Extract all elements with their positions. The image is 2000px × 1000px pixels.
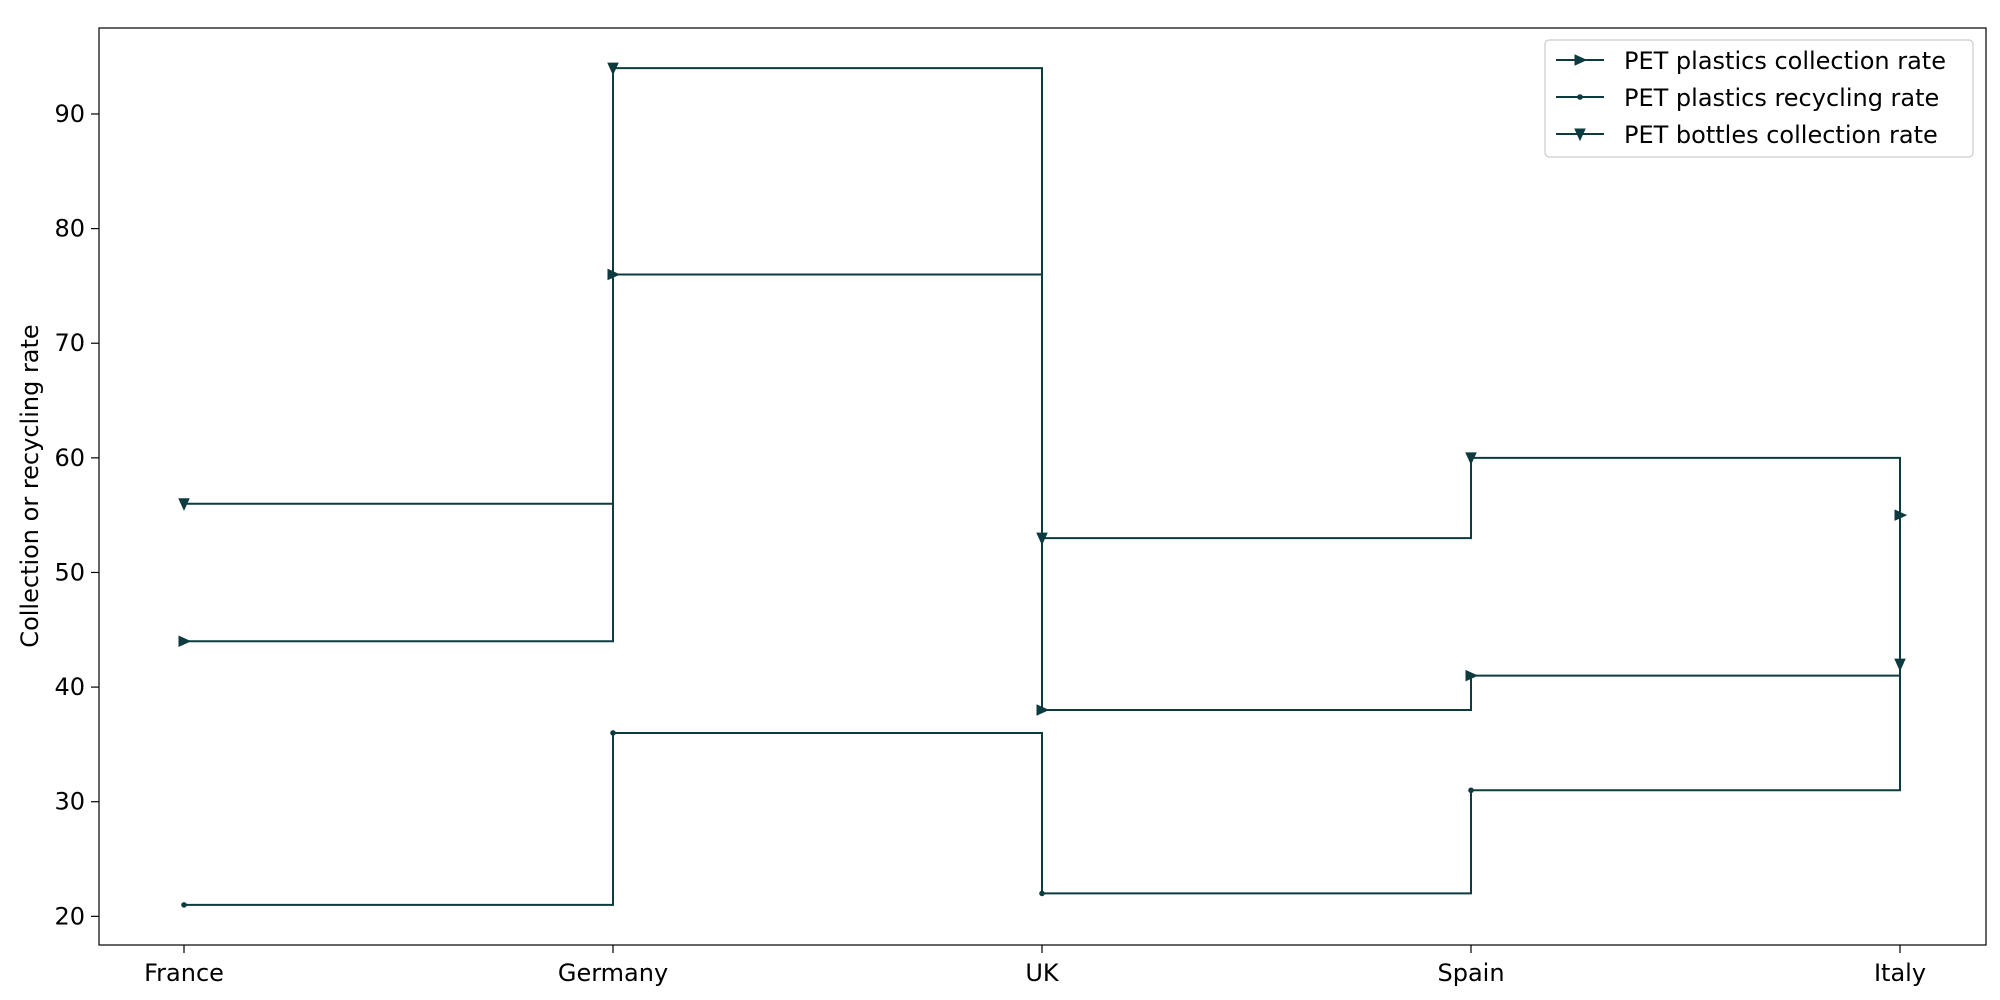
series-layer xyxy=(178,62,1908,908)
legend-box xyxy=(1544,39,1974,158)
legend-marker xyxy=(1574,128,1586,142)
y-tick-label: 60 xyxy=(54,444,85,472)
data-point xyxy=(1465,452,1477,466)
series-3 xyxy=(178,62,1906,672)
legend-marker xyxy=(1574,54,1588,66)
y-tick-label: 90 xyxy=(54,100,85,128)
data-point xyxy=(610,730,616,736)
data-point xyxy=(181,902,187,908)
x-tick-label: Germany xyxy=(558,959,668,987)
y-axis-label: Collection or recycling rate xyxy=(16,324,44,647)
data-point xyxy=(1894,658,1906,672)
data-point xyxy=(1468,787,1474,794)
data-point xyxy=(178,498,190,511)
y-tick-label: 50 xyxy=(54,558,85,586)
x-tick-label: France xyxy=(144,959,224,987)
legend-marker xyxy=(1577,94,1583,100)
y-axis: 20 30 40 50 60 70 80 90 xyxy=(54,100,99,930)
legend: PET plastics collection rate PET plastics… xyxy=(1544,39,1974,158)
y-tick-label: 40 xyxy=(54,673,85,701)
y-tick-label: 80 xyxy=(54,215,85,243)
x-tick-label: Spain xyxy=(1437,959,1504,987)
y-tick-label: 70 xyxy=(54,329,85,357)
legend-label: PET bottles collection rate xyxy=(1624,121,1938,149)
data-point xyxy=(178,635,192,648)
data-point xyxy=(607,62,619,76)
y-tick-label: 30 xyxy=(54,788,85,816)
x-tick-label: Italy xyxy=(1874,959,1926,987)
data-point xyxy=(1036,532,1048,546)
data-point xyxy=(1465,669,1479,682)
x-axis: France Germany UK Spain Italy xyxy=(144,945,1926,987)
x-tick-label: UK xyxy=(1025,959,1060,987)
data-point xyxy=(1039,890,1045,897)
legend-label: PET plastics recycling rate xyxy=(1624,84,1939,112)
y-tick-label: 20 xyxy=(54,902,85,930)
legend-label: PET plastics collection rate xyxy=(1624,47,1946,75)
data-point xyxy=(1036,704,1050,716)
